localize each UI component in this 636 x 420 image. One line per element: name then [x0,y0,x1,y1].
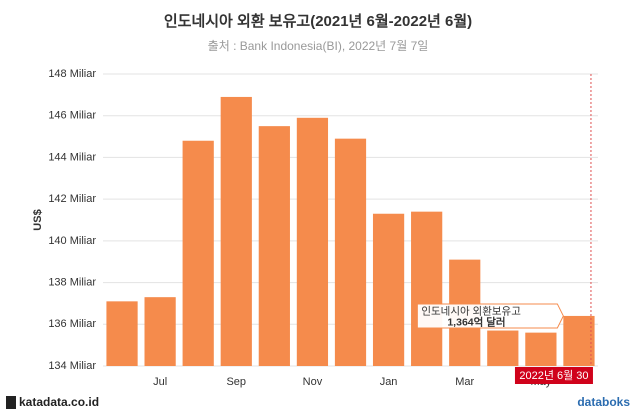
logo-right: databoks [577,395,630,409]
bar [220,96,252,366]
y-tick-label: 148 Miliar [48,68,96,80]
x-tick-label: Sep [226,376,246,388]
y-axis-label: US$ [32,209,44,230]
bar [487,330,519,366]
y-tick-label: 146 Miliar [48,110,96,122]
highlight-label: 2022년 6월 30 [519,369,588,382]
y-tick-label: 144 Miliar [48,151,96,163]
x-tick-label: Nov [303,376,323,388]
bar [106,301,138,366]
y-tick-label: 138 Miliar [48,276,96,288]
x-tick-label: Jul [153,376,167,388]
bar [563,315,595,366]
value-label: 1,364억 달러 [447,316,505,329]
bar [296,117,329,366]
bar [144,297,176,366]
y-tick-label: 136 Miliar [48,318,96,330]
bar [334,138,367,366]
tooltip-series: 인도네시아 외환보유고 [421,306,521,318]
bar [258,126,290,367]
y-tick-label: 142 Miliar [48,193,96,205]
logo-left: katadata.co.id [19,395,99,409]
x-tick-label: Mar [455,376,474,388]
bar [182,140,214,366]
y-tick-label: 134 Miliar [48,360,96,372]
bar [411,211,443,366]
chart-subtitle: 출처 : Bank Indonesia(BI), 2022년 7월 7일 [208,39,429,53]
tooltip-box [416,303,564,329]
bar [525,332,557,366]
logo-mark [6,396,16,409]
chart-title: 인도네시아 외환 보유고(2021년 6월-2022년 6월) [164,12,472,30]
highlight-box [514,367,593,384]
x-tick-label: Jan [380,376,398,388]
y-tick-label: 140 Miliar [48,235,96,247]
bar [372,213,405,366]
